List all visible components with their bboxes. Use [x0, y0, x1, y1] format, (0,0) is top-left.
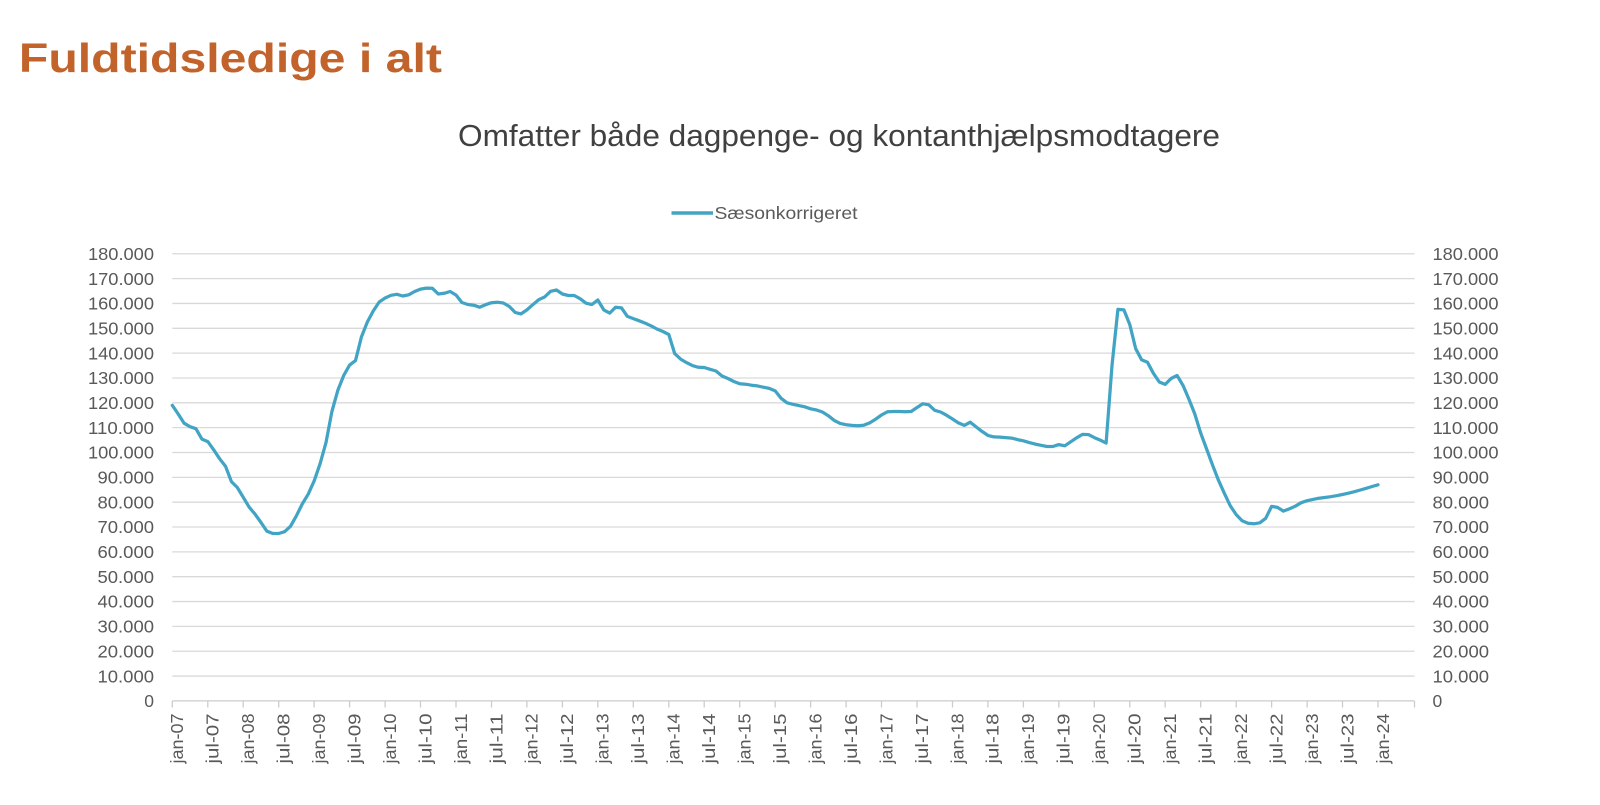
svg-text:jan-08: jan-08	[238, 714, 258, 765]
svg-text:20.000: 20.000	[98, 641, 155, 661]
svg-text:jul-19: jul-19	[1054, 714, 1074, 765]
svg-text:150.000: 150.000	[88, 319, 154, 339]
svg-text:jan-24: jan-24	[1373, 713, 1393, 764]
svg-text:jul-23: jul-23	[1337, 714, 1357, 765]
svg-text:Omfatter både dagpenge- og kon: Omfatter både dagpenge- og kontanthjælps…	[458, 119, 1220, 153]
svg-text:160.000: 160.000	[88, 294, 154, 314]
svg-text:jul-18: jul-18	[983, 714, 1003, 765]
svg-text:Sæsonkorrigeret: Sæsonkorrigeret	[715, 203, 858, 223]
svg-text:60.000: 60.000	[98, 542, 155, 562]
svg-text:100.000: 100.000	[88, 443, 154, 463]
svg-text:jan-09: jan-09	[309, 714, 329, 765]
svg-text:jan-19: jan-19	[1018, 714, 1038, 765]
svg-text:180.000: 180.000	[1433, 244, 1499, 264]
svg-text:jul-14: jul-14	[699, 713, 719, 764]
svg-text:jul-15: jul-15	[770, 714, 790, 765]
svg-text:90.000: 90.000	[98, 468, 155, 488]
svg-text:jan-12: jan-12	[522, 714, 542, 765]
svg-text:30.000: 30.000	[98, 617, 155, 637]
svg-text:140.000: 140.000	[88, 343, 154, 363]
svg-text:jan-23: jan-23	[1302, 714, 1322, 765]
svg-text:jul-12: jul-12	[557, 714, 577, 765]
svg-text:jan-10: jan-10	[380, 713, 400, 764]
svg-text:100.000: 100.000	[1433, 443, 1499, 463]
svg-text:160.000: 160.000	[1433, 294, 1499, 314]
svg-text:70.000: 70.000	[1433, 517, 1490, 537]
svg-text:110.000: 110.000	[88, 418, 154, 438]
svg-text:jul-08: jul-08	[274, 714, 294, 765]
svg-text:180.000: 180.000	[88, 244, 154, 264]
svg-text:150.000: 150.000	[1433, 319, 1499, 339]
svg-text:0: 0	[1433, 691, 1443, 711]
svg-text:50.000: 50.000	[98, 567, 155, 587]
svg-text:90.000: 90.000	[1433, 468, 1490, 488]
svg-text:jan-14: jan-14	[664, 713, 684, 764]
svg-text:20.000: 20.000	[1433, 641, 1490, 661]
svg-text:jan-16: jan-16	[805, 714, 825, 765]
svg-text:10.000: 10.000	[98, 666, 155, 686]
svg-text:170.000: 170.000	[88, 269, 154, 289]
svg-text:jul-09: jul-09	[344, 714, 364, 765]
svg-text:10.000: 10.000	[1433, 666, 1490, 686]
svg-text:jan-18: jan-18	[947, 714, 967, 765]
svg-text:jan-11: jan-11	[451, 714, 471, 765]
svg-text:30.000: 30.000	[1433, 617, 1490, 637]
svg-text:jul-17: jul-17	[912, 714, 932, 765]
svg-text:jan-17: jan-17	[876, 714, 896, 765]
svg-text:70.000: 70.000	[98, 517, 155, 537]
svg-text:jan-22: jan-22	[1231, 714, 1251, 765]
svg-text:jul-22: jul-22	[1266, 714, 1286, 765]
svg-text:jan-20: jan-20	[1089, 713, 1109, 764]
svg-text:170.000: 170.000	[1433, 269, 1499, 289]
svg-text:80.000: 80.000	[1433, 492, 1490, 512]
svg-text:jul-13: jul-13	[628, 714, 648, 765]
svg-text:50.000: 50.000	[1433, 567, 1490, 587]
svg-text:jul-16: jul-16	[841, 714, 861, 765]
svg-text:140.000: 140.000	[1433, 343, 1499, 363]
svg-text:Fuldtidsledige i alt: Fuldtidsledige i alt	[19, 35, 442, 81]
svg-text:40.000: 40.000	[1433, 592, 1490, 612]
svg-text:jan-07: jan-07	[167, 714, 187, 765]
svg-text:jan-21: jan-21	[1160, 714, 1180, 765]
svg-text:60.000: 60.000	[1433, 542, 1490, 562]
svg-text:40.000: 40.000	[98, 592, 155, 612]
svg-text:jul-21: jul-21	[1196, 714, 1216, 765]
svg-text:0: 0	[144, 691, 154, 711]
svg-text:120.000: 120.000	[88, 393, 154, 413]
svg-text:jan-15: jan-15	[735, 714, 755, 765]
svg-text:jul-10: jul-10	[415, 713, 435, 764]
svg-text:130.000: 130.000	[88, 368, 154, 388]
svg-text:110.000: 110.000	[1433, 418, 1499, 438]
svg-text:jan-13: jan-13	[593, 714, 613, 765]
svg-text:130.000: 130.000	[1433, 368, 1499, 388]
svg-text:jul-20: jul-20	[1125, 713, 1145, 764]
svg-text:80.000: 80.000	[98, 492, 155, 512]
svg-text:jul-11: jul-11	[486, 714, 506, 765]
svg-text:120.000: 120.000	[1433, 393, 1499, 413]
svg-text:jul-07: jul-07	[203, 714, 223, 765]
